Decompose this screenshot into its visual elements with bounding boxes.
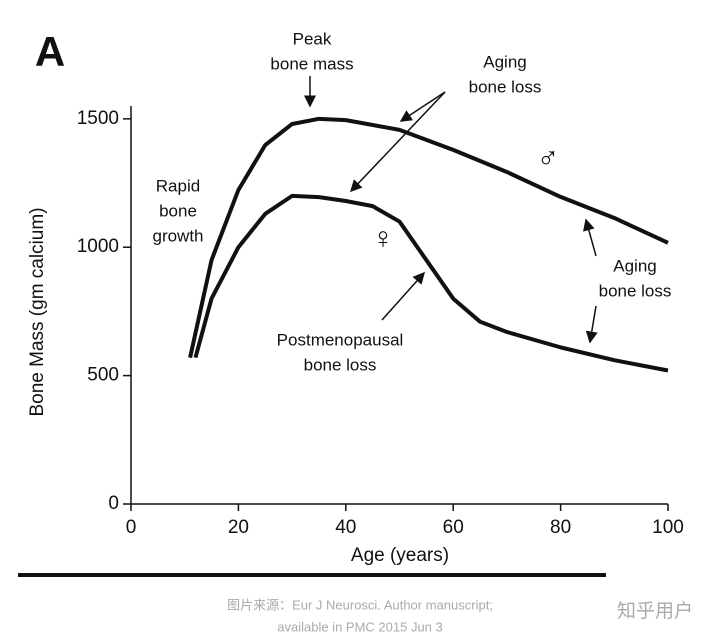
annotation: bone loss bbox=[599, 281, 672, 300]
annotation: Aging bbox=[483, 52, 526, 71]
x-tick-label: 40 bbox=[335, 517, 356, 538]
x-tick-label: 20 bbox=[228, 517, 249, 538]
x-axis-label: Age (years) bbox=[351, 545, 449, 566]
series-symbol: ♂ bbox=[537, 142, 560, 175]
annotation: bone loss bbox=[469, 77, 542, 96]
annotation: bone bbox=[159, 201, 197, 220]
series-symbol: ♀ bbox=[372, 222, 395, 255]
annotation: bone mass bbox=[270, 54, 353, 73]
caption-line: 图片来源：Eur J Neurosci. Author manuscript; bbox=[227, 597, 493, 612]
data-line bbox=[188, 116, 669, 359]
annotation: Peak bbox=[293, 29, 332, 48]
x-tick-label: 80 bbox=[550, 517, 571, 538]
y-tick-label: 500 bbox=[87, 365, 119, 386]
annotation: Aging bbox=[613, 256, 656, 275]
x-tick-label: 0 bbox=[126, 517, 137, 538]
annotation: Rapid bbox=[156, 176, 200, 195]
annotation: Postmenopausal bbox=[277, 330, 404, 349]
watermark: 知乎用户 bbox=[617, 600, 693, 622]
panel-label: A bbox=[35, 28, 65, 75]
x-tick-label: 60 bbox=[443, 517, 464, 538]
annotation: bone loss bbox=[304, 355, 377, 374]
caption-line: available in PMC 2015 Jun 3 bbox=[277, 619, 443, 634]
y-tick-label: 1000 bbox=[77, 236, 119, 257]
arrows bbox=[304, 76, 598, 344]
annotation: growth bbox=[152, 226, 203, 245]
x-tick-label: 100 bbox=[652, 517, 684, 538]
frame-bar bbox=[18, 573, 606, 577]
y-axis-label: Bone Mass (gm calcium) bbox=[27, 207, 48, 416]
y-tick-label: 0 bbox=[108, 493, 119, 514]
data-line bbox=[193, 193, 669, 373]
y-tick-label: 1500 bbox=[77, 108, 119, 129]
